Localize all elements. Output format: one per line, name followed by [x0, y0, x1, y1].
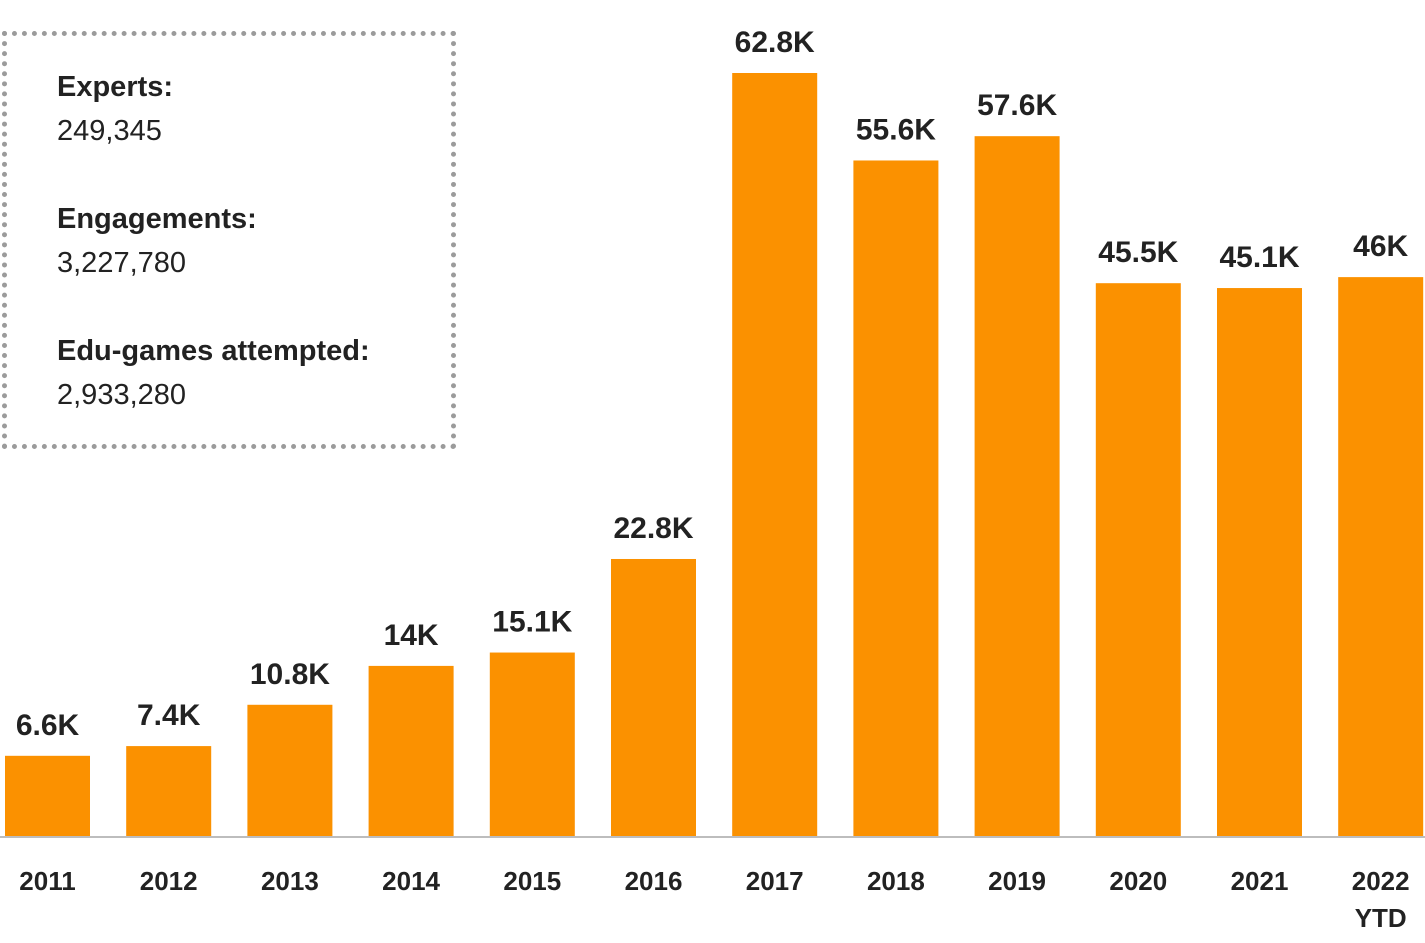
data-label-2019: 57.6K: [977, 89, 1057, 122]
x-tick-2013: 2013: [261, 866, 319, 896]
data-label-2015: 15.1K: [492, 606, 572, 639]
bar-2019: [974, 136, 1060, 836]
bar-2020: [1095, 283, 1181, 837]
stat-edu-games-value: 2,933,280: [57, 379, 187, 411]
stat-edu-games: Edu-games attempted: 2,933,280: [57, 334, 370, 412]
x-tick-2011: 2011: [19, 866, 75, 896]
bar-2016: [611, 558, 696, 836]
data-label-2022-ytd: 46K: [1353, 230, 1408, 263]
bar-2022-ytd: [1338, 277, 1424, 837]
data-label-2012: 7.4K: [137, 699, 201, 732]
bar-2017: [732, 73, 818, 836]
stat-edu-games-label: Edu-games attempted:: [57, 335, 370, 367]
x-tick-2012: 2012: [140, 866, 198, 896]
x-tick-2014: 2014: [382, 866, 440, 896]
data-label-2020: 45.5K: [1098, 236, 1178, 269]
stat-experts: Experts: 249,345: [57, 70, 173, 148]
x-tick-2017: 2017: [746, 866, 804, 896]
data-label-2016: 22.8K: [613, 512, 693, 545]
data-label-2018: 55.6K: [856, 113, 936, 146]
x-tick-2015: 2015: [503, 866, 561, 896]
bar-2021: [1217, 288, 1302, 836]
data-label-2013: 10.8K: [250, 658, 330, 691]
data-label-2017: 62.8K: [735, 26, 815, 59]
x-tick-2018: 2018: [867, 866, 925, 896]
summary-stats-box: Experts: 249,345 Engagements: 3,227,780 …: [2, 31, 456, 449]
bar-2018: [853, 160, 939, 836]
stat-engagements-value: 3,227,780: [57, 247, 187, 279]
x-tick-2020: 2020: [1109, 866, 1167, 896]
bar-2015: [489, 652, 575, 836]
x-tick-2022-ytd: 2022 YTD: [1352, 866, 1410, 933]
stat-engagements: Engagements: 3,227,780: [57, 202, 257, 280]
x-tick-2016: 2016: [625, 866, 683, 896]
bar-2012: [126, 746, 212, 836]
bar-2013: [247, 704, 333, 836]
stat-engagements-label: Engagements:: [57, 203, 257, 235]
stat-experts-label: Experts:: [57, 71, 174, 103]
x-tick-labels-group: 2011 2012 2013 2014 2015 2016 2017 2018 2019 2020…: [19, 866, 1409, 933]
data-label-2014: 14K: [384, 619, 439, 652]
data-labels-group: 6.6K 7.4K 10.8K 14K 15.1K 22.8K 62.8K 55.6K 57.6…: [16, 26, 1409, 742]
x-tick-2021: 2021: [1231, 866, 1289, 896]
bar-2014: [368, 665, 454, 836]
x-tick-2019: 2019: [988, 866, 1046, 896]
bars-group: [5, 73, 1424, 837]
data-label-2021: 45.1K: [1219, 241, 1299, 274]
stat-experts-value: 249,345: [57, 115, 162, 147]
data-label-2011: 6.6K: [16, 709, 80, 742]
bar-2011: [5, 755, 90, 836]
